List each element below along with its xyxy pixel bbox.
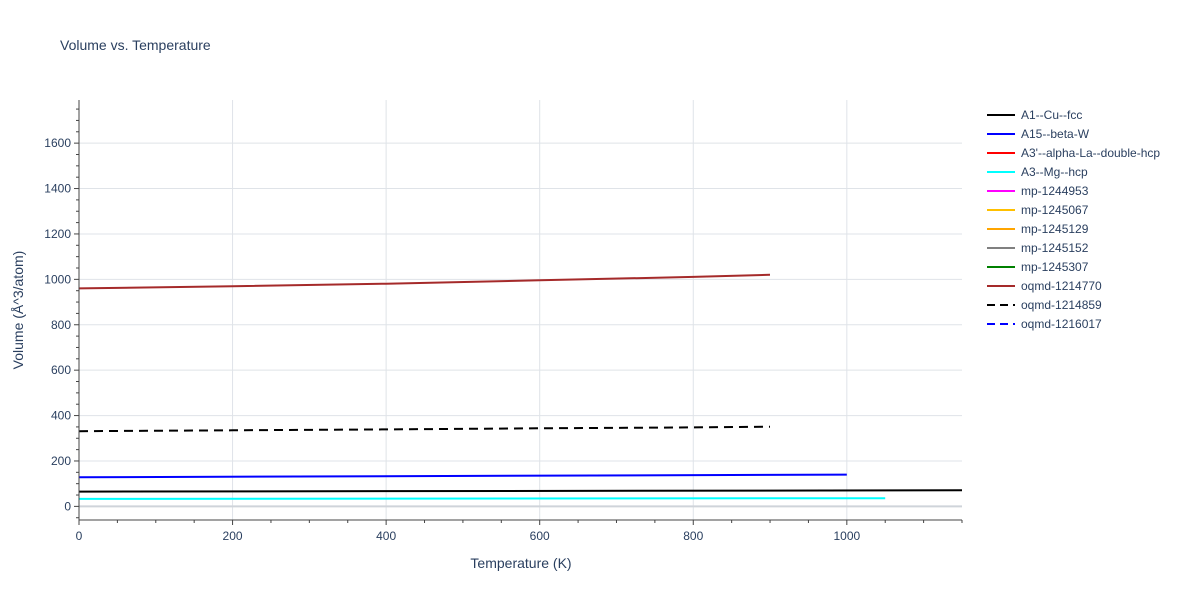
legend-label: mp-1245129 (1021, 222, 1089, 236)
legend-label: mp-1245152 (1021, 241, 1089, 255)
y-tick-label: 200 (51, 454, 71, 468)
legend-label: mp-1245067 (1021, 203, 1089, 217)
legend-label: A3--Mg--hcp (1021, 165, 1088, 179)
legend-label: A15--beta-W (1021, 127, 1090, 141)
legend-label: oqmd-1214859 (1021, 298, 1102, 312)
legend-item-oqmd-1214770[interactable]: oqmd-1214770 (987, 279, 1102, 293)
legend-item-mp-1244953[interactable]: mp-1244953 (987, 184, 1089, 198)
series-line-oqmd-1214770 (78, 273, 771, 290)
legend-item-oqmd-1216017[interactable]: oqmd-1216017 (987, 317, 1102, 331)
legend[interactable]: A1--Cu--fcc A15--beta-W A3'--alpha-La--dou… (987, 108, 1160, 331)
x-tick-label: 0 (76, 529, 83, 543)
legend-item-mp-1245067[interactable]: mp-1245067 (987, 203, 1089, 217)
legend-item-oqmd-1214859[interactable]: oqmd-1214859 (987, 298, 1102, 312)
legend-item-mp-1245129[interactable]: mp-1245129 (987, 222, 1089, 236)
series-line-A1--Cu--fcc (78, 489, 963, 493)
legend-label: oqmd-1216017 (1021, 317, 1102, 331)
y-tick-label: 0 (64, 499, 71, 513)
legend-label: oqmd-1214770 (1021, 279, 1102, 293)
legend-item-mp-1245152[interactable]: mp-1245152 (987, 241, 1089, 255)
y-tick-label: 600 (51, 363, 71, 377)
legend-item-A3'--alpha-La--double-hcp[interactable]: A3'--alpha-La--double-hcp (987, 146, 1160, 160)
y-tick-label: 800 (51, 318, 71, 332)
legend-item-mp-1245307[interactable]: mp-1245307 (987, 260, 1089, 274)
y-tick-label: 1200 (44, 227, 71, 241)
y-tick-label: 1400 (44, 182, 71, 196)
series-line-A3--Mg--hcp (78, 497, 886, 500)
legend-label: A3'--alpha-La--double-hcp (1021, 146, 1160, 160)
x-axis-label: Temperature (K) (470, 555, 571, 571)
axes: 0 200 400 600 800 1000 0 200 400 600 800 1000 1200 14… (44, 100, 962, 543)
series-line-oqmd-1214859 (78, 425, 771, 433)
y-tick-label: 1000 (44, 272, 71, 286)
y-axis-label: Volume (Å^3/atom) (10, 251, 26, 370)
series-line-A15--beta-W (78, 473, 847, 479)
x-tick-label: 600 (530, 529, 550, 543)
x-tick-label: 400 (376, 529, 396, 543)
legend-label: mp-1245307 (1021, 260, 1089, 274)
x-tick-label: 1000 (833, 529, 860, 543)
y-tick-label: 400 (51, 409, 71, 423)
plot-area (78, 273, 963, 500)
chart-title: Volume vs. Temperature (60, 37, 211, 53)
legend-item-A1--Cu--fcc[interactable]: A1--Cu--fcc (987, 108, 1082, 122)
y-tick-label: 1600 (44, 136, 71, 150)
grid (79, 100, 962, 520)
x-tick-label: 200 (223, 529, 243, 543)
x-tick-label: 800 (683, 529, 703, 543)
legend-label: A1--Cu--fcc (1021, 108, 1082, 122)
legend-item-A3--Mg--hcp[interactable]: A3--Mg--hcp (987, 165, 1088, 179)
legend-item-A15--beta-W[interactable]: A15--beta-W (987, 127, 1090, 141)
legend-label: mp-1244953 (1021, 184, 1089, 198)
